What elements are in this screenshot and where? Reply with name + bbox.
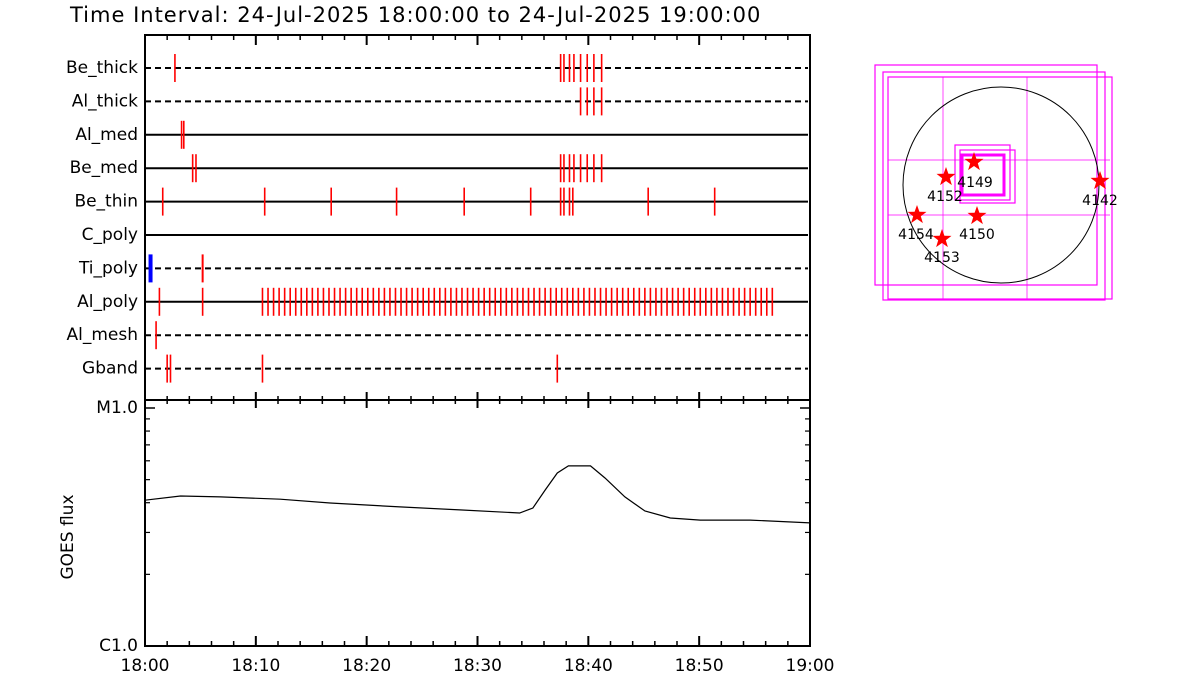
fov-box — [874, 64, 1098, 286]
x-tick-label: 18:30 — [453, 656, 502, 676]
region-star — [936, 167, 956, 186]
goes-curve — [144, 465, 811, 524]
x-tick-label: 18:10 — [231, 656, 280, 676]
region-label: 4152 — [927, 189, 963, 205]
row-label: Al_thick — [72, 91, 138, 111]
region-star — [907, 205, 927, 224]
region-star — [964, 152, 984, 171]
y-tick-label: C1.0 — [99, 636, 138, 656]
row-label: Be_thick — [66, 58, 138, 78]
row-label: Be_med — [70, 158, 138, 178]
chart-title: Time Interval: 24-Jul-2025 18:00:00 to 2… — [69, 3, 761, 27]
region-star — [1090, 171, 1110, 190]
region-label: 4142 — [1082, 193, 1118, 209]
fov-box — [954, 144, 1011, 201]
fov-box — [960, 153, 1006, 197]
x-tick-label: 18:00 — [121, 656, 170, 676]
x-tick-label: 18:50 — [675, 656, 724, 676]
region-star — [932, 229, 952, 248]
timeline-frame — [144, 34, 811, 401]
x-tick-label: 18:20 — [342, 656, 391, 676]
x-tick-label: 19:00 — [786, 656, 835, 676]
region-label: 4150 — [959, 227, 995, 243]
y-axis-label: GOES flux — [58, 494, 78, 579]
row-label: Al_med — [75, 125, 138, 145]
region-star — [967, 206, 987, 225]
row-label: Be_thin — [74, 192, 138, 212]
fov-map — [874, 64, 1113, 301]
row-label: Gband — [82, 359, 138, 379]
fov-box — [887, 76, 1113, 300]
row-label: Ti_poly — [78, 258, 138, 278]
row-label: Al_poly — [77, 292, 138, 312]
fov-box — [959, 149, 1016, 204]
goes-frame — [144, 399, 811, 647]
x-tick-label: 18:40 — [564, 656, 613, 676]
row-label: C_poly — [82, 225, 138, 245]
region-label: 4154 — [898, 227, 934, 243]
region-label: 4153 — [924, 250, 960, 266]
row-label: Al_mesh — [66, 325, 138, 345]
region-label: 4149 — [957, 175, 993, 191]
fov-box — [882, 71, 1106, 301]
y-tick-label: M1.0 — [96, 398, 138, 418]
